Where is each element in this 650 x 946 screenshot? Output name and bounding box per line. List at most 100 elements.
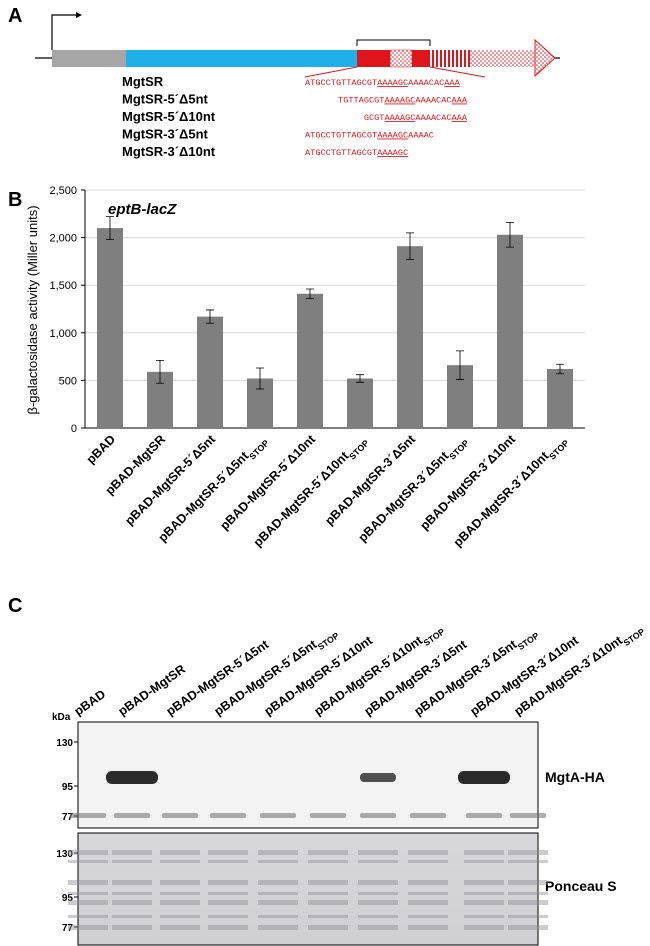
sequence: TGTTAGCGTAAAAGCAAAACACAAA bbox=[338, 96, 468, 106]
sequence: ATGCCTGTTAGCGTAAAAGCAAAACACAAA bbox=[305, 78, 461, 88]
band bbox=[208, 925, 248, 930]
error-bar bbox=[356, 374, 364, 383]
sequence-segment: AAAACAC bbox=[415, 96, 451, 106]
lane-label-subscript: STOP bbox=[421, 626, 446, 648]
y-tick-label: 1,500 bbox=[49, 280, 77, 292]
band bbox=[160, 892, 200, 895]
band bbox=[464, 892, 504, 895]
band bbox=[308, 880, 348, 885]
error-bar bbox=[156, 360, 164, 384]
band bbox=[358, 915, 398, 918]
error-bar bbox=[306, 288, 314, 299]
lane-label-subscript: STOP bbox=[621, 626, 646, 648]
sequence-segment: GCGT bbox=[364, 113, 385, 123]
band bbox=[308, 915, 348, 918]
band bbox=[358, 900, 398, 905]
band bbox=[408, 925, 448, 930]
blot-frame bbox=[77, 832, 539, 946]
band bbox=[160, 880, 200, 885]
sequence-segment: AAAACAC bbox=[408, 78, 444, 88]
x-tick-label-main: pBAD-MgtSR-3´Δ10nt bbox=[451, 448, 552, 549]
construct-name: MgtSR-5´Δ5nt bbox=[122, 92, 209, 107]
sequence-segment: AAAAGC bbox=[384, 96, 415, 106]
panel-label: A bbox=[8, 5, 22, 27]
error-bar bbox=[556, 363, 564, 375]
band bbox=[358, 860, 398, 863]
band bbox=[68, 900, 108, 905]
sequence-segment: AAA bbox=[452, 113, 468, 123]
sequence-segment: AAAACAC bbox=[415, 113, 451, 123]
size-marker: 130 bbox=[56, 738, 73, 749]
band bbox=[310, 813, 346, 818]
band bbox=[112, 880, 152, 885]
band bbox=[408, 880, 448, 885]
construct-name: MgtSR-5´Δ10nt bbox=[122, 109, 216, 124]
bar bbox=[97, 228, 123, 428]
band bbox=[464, 850, 504, 855]
band bbox=[508, 892, 548, 895]
y-tick-label: 0 bbox=[71, 423, 77, 435]
bar bbox=[547, 368, 573, 428]
band bbox=[408, 915, 448, 918]
bar bbox=[297, 293, 323, 428]
x-tick-label-main: pBAD-MgtSR-3´Δ5nt bbox=[322, 432, 418, 528]
band bbox=[208, 880, 248, 885]
band bbox=[508, 925, 548, 930]
bar bbox=[497, 234, 523, 428]
band bbox=[208, 915, 248, 918]
band bbox=[112, 915, 152, 918]
band bbox=[112, 892, 152, 895]
band bbox=[358, 892, 398, 895]
band bbox=[408, 850, 448, 855]
error-bar bbox=[456, 350, 464, 380]
band bbox=[160, 925, 200, 930]
band bbox=[70, 813, 106, 818]
y-tick-label: 2,000 bbox=[49, 233, 77, 245]
band bbox=[458, 771, 510, 784]
x-tick-label: pBAD-MgtSR-3´Δ5nt bbox=[322, 432, 418, 528]
sequence-segment: TGTTAGCGT bbox=[338, 96, 384, 106]
band bbox=[308, 900, 348, 905]
band bbox=[510, 813, 546, 818]
band bbox=[464, 880, 504, 885]
lane-label: pBAD bbox=[72, 687, 108, 718]
size-marker: 95 bbox=[62, 893, 74, 904]
sequence-segment: AAAAGC bbox=[377, 131, 408, 141]
x-tick-label-subscript: STOP bbox=[447, 438, 471, 462]
band bbox=[464, 900, 504, 905]
band bbox=[112, 925, 152, 930]
sequence-segment: AAA bbox=[444, 78, 460, 88]
band bbox=[358, 880, 398, 885]
error-bar bbox=[506, 221, 514, 248]
band bbox=[464, 925, 504, 930]
sequence-segment: AAA bbox=[452, 96, 468, 106]
x-tick-label-subscript: STOP bbox=[547, 438, 571, 462]
x-tick-label: pBAD bbox=[84, 432, 118, 466]
band bbox=[466, 813, 502, 818]
x-tick-label-main: pBAD-MgtSR-5´Δ10nt bbox=[251, 448, 352, 549]
size-marker: 77 bbox=[62, 923, 74, 934]
band bbox=[162, 813, 198, 818]
error-bar bbox=[206, 309, 214, 324]
band bbox=[360, 773, 396, 782]
sequence-segment: ATGCCTGTTAGCGT bbox=[305, 148, 377, 158]
band bbox=[68, 915, 108, 918]
error-bar bbox=[106, 216, 114, 240]
chart-title: eptB-lacZ bbox=[108, 201, 177, 218]
band bbox=[208, 860, 248, 863]
size-marker: 95 bbox=[62, 782, 74, 793]
sequence-segment: AAAAC bbox=[408, 131, 434, 141]
band bbox=[160, 900, 200, 905]
construct-name: MgtSR-3´Δ5nt bbox=[122, 127, 209, 142]
sequence: ATGCCTGTTAGCGTAAAAGC bbox=[305, 148, 408, 158]
band bbox=[68, 925, 108, 930]
sequence: ATGCCTGTTAGCGTAAAAGCAAAAC bbox=[305, 131, 434, 141]
size-unit: kDa bbox=[52, 712, 71, 723]
lane-label-subscript: STOP bbox=[316, 630, 341, 652]
lane-label-main: pBAD bbox=[72, 687, 108, 718]
x-tick-label-main: pBAD-MgtSR-5´Δ5nt bbox=[122, 432, 218, 528]
band bbox=[308, 892, 348, 895]
gene-diagram bbox=[35, 12, 560, 78]
